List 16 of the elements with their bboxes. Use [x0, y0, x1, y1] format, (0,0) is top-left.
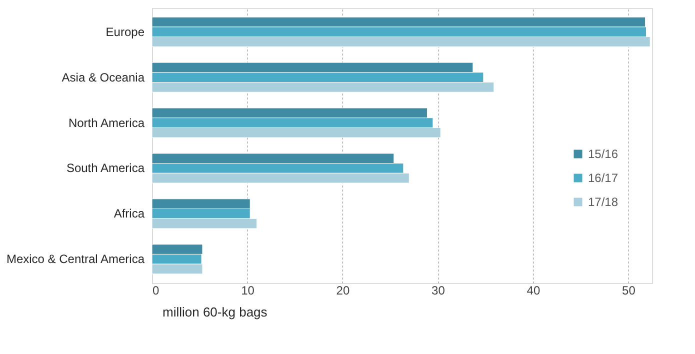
x-axis-title: million 60-kg bags	[162, 304, 268, 320]
x-tick-label: 50	[622, 284, 636, 298]
x-tick-label: 10	[241, 284, 255, 298]
x-tick-label: 0	[152, 284, 160, 298]
x-tick-label: 20	[336, 284, 350, 298]
legend-label: 17/18	[588, 195, 618, 209]
legend-label: 15/16	[588, 147, 618, 161]
x-tick-label: 40	[526, 284, 540, 298]
y-tick-label: Europe	[106, 24, 145, 39]
y-tick-label: Mexico & Central America	[6, 252, 145, 266]
y-tick-label: Africa	[114, 206, 145, 221]
x-tick-label: 30	[432, 284, 446, 298]
y-tick-label: North America	[68, 116, 145, 130]
y-tick-label: Asia & Oceania	[62, 70, 145, 84]
legend-label: 16/17	[588, 171, 618, 185]
y-tick-label: South America	[66, 161, 145, 176]
